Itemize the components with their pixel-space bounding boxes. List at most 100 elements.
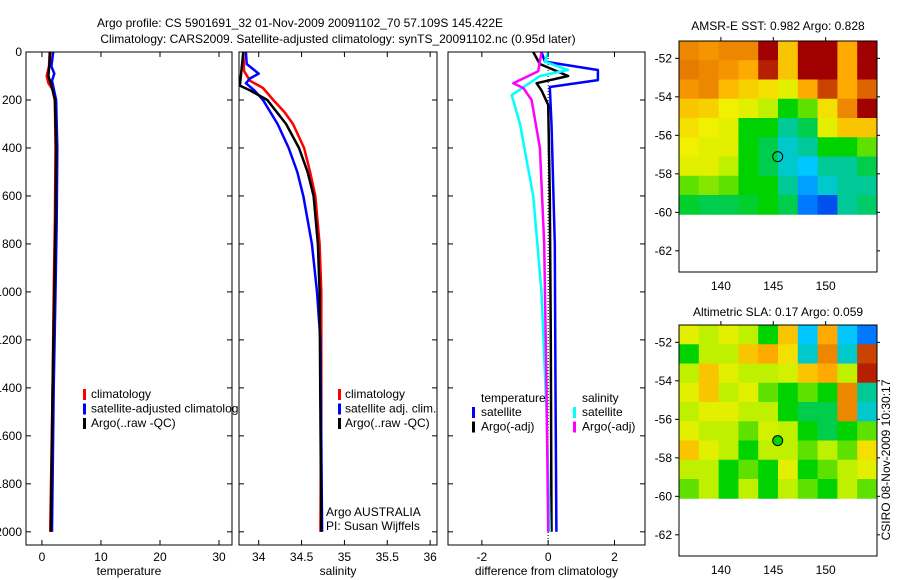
map-cell — [857, 175, 878, 196]
argo-float-marker — [772, 435, 784, 447]
map-cell — [718, 382, 739, 403]
credit-stamp: CSIRO 08-Nov-2009 10:30:17 — [879, 379, 893, 540]
map-cell — [797, 421, 819, 441]
x-tick-label: 145 — [763, 279, 783, 293]
map-cell — [837, 79, 858, 100]
map-cell — [837, 325, 858, 345]
map-cell — [758, 79, 779, 100]
legend-swatch — [338, 403, 341, 415]
map-cell — [718, 195, 739, 215]
figure-title-line2: Climatology: CARS2009. Satellite-adjuste… — [100, 32, 575, 46]
map-cell — [738, 479, 759, 499]
map-cell — [837, 382, 858, 403]
x-tick-label: 150 — [816, 563, 836, 577]
map-cell — [837, 156, 858, 177]
legend-label: climatology — [345, 387, 405, 401]
map-cell — [778, 60, 799, 80]
map-cell — [698, 440, 720, 461]
map-cell — [679, 421, 700, 441]
map-cell — [778, 325, 799, 345]
y-tick-label: 1200 — [0, 333, 22, 347]
map-cell — [718, 137, 739, 157]
x-tick-label: 140 — [711, 279, 731, 293]
map-cell — [857, 344, 878, 364]
map-cell — [738, 60, 759, 80]
map-cell — [778, 402, 799, 422]
map-cell — [738, 195, 759, 215]
argo-float-marker — [772, 151, 784, 163]
y-tick-label: 800 — [2, 237, 22, 251]
legend-swatch — [83, 389, 86, 400]
map-cell — [817, 382, 838, 403]
map-cell — [817, 325, 838, 345]
map-frame — [678, 324, 878, 557]
map-cell — [778, 344, 799, 364]
map-cell — [738, 421, 759, 441]
map-cell — [758, 175, 779, 196]
map-cell — [797, 98, 819, 119]
series-line-argo-raw-qc- — [238, 51, 323, 532]
map-cell — [817, 175, 838, 196]
map-cell — [698, 79, 720, 100]
map-cell — [718, 79, 739, 100]
series-line-salinity-satellite — [510, 51, 570, 532]
legend-swatch — [338, 389, 341, 400]
map-cell — [837, 195, 858, 215]
salinity-profile: 34 34.5 35 35.5 36 salinity — [238, 51, 438, 578]
map-cell — [738, 459, 759, 480]
map-cell — [718, 325, 739, 345]
legend-label: Argo(..raw -QC) — [91, 416, 176, 430]
map-cell — [857, 459, 878, 480]
map-cell — [758, 118, 779, 138]
map-cell — [778, 195, 799, 215]
map-cell — [698, 479, 720, 499]
map-cell — [817, 118, 838, 138]
x-tick-label: 30 — [212, 550, 226, 564]
map-cell — [837, 459, 858, 480]
figure-title-line1: Argo profile: CS 5901691_32 01-Nov-2009 … — [97, 16, 503, 30]
map-cell — [857, 118, 878, 138]
y-tick-label: 200 — [2, 93, 22, 107]
map-cell — [797, 137, 819, 157]
map-cell — [797, 382, 819, 403]
map-cell — [778, 156, 799, 177]
y-tick-label: 600 — [2, 189, 22, 203]
map-cell — [679, 195, 700, 215]
map-cell — [698, 118, 720, 138]
map-cell — [698, 382, 720, 403]
x-tick-label: 35 — [338, 550, 352, 564]
y-tick-label: -62 — [655, 244, 673, 258]
plot-frame — [238, 51, 438, 546]
legend-label: satellite adj. clim. — [345, 402, 436, 416]
x-axis-label: temperature — [97, 564, 162, 578]
x-tick-label: -2 — [476, 550, 487, 564]
map-cell — [758, 195, 779, 215]
map-cell — [817, 137, 838, 157]
map-cell — [718, 60, 739, 80]
map-cell — [679, 175, 700, 196]
map-frame — [678, 40, 878, 273]
map-cell — [758, 137, 779, 157]
map-cell — [797, 344, 819, 364]
map-cell — [778, 479, 799, 499]
map-cell — [718, 459, 739, 480]
map-cell — [738, 156, 759, 177]
map-cell — [797, 41, 819, 61]
series-line-temperature-satellite — [540, 51, 600, 532]
map-cell — [797, 175, 819, 196]
map-cell — [778, 459, 799, 480]
map-cell — [738, 382, 759, 403]
map-cell — [857, 382, 878, 403]
map-cell — [698, 137, 720, 157]
plot-frame — [25, 51, 233, 546]
x-tick-label: 2 — [611, 550, 618, 564]
x-tick-label: 34 — [252, 550, 266, 564]
map-cell — [797, 325, 819, 345]
map-cell — [738, 344, 759, 364]
map-cell — [817, 459, 838, 480]
series-line-satellite-adj-clim- — [244, 51, 324, 532]
legend-swatch — [573, 407, 576, 418]
legend-label: Argo(-adj) — [481, 420, 534, 434]
